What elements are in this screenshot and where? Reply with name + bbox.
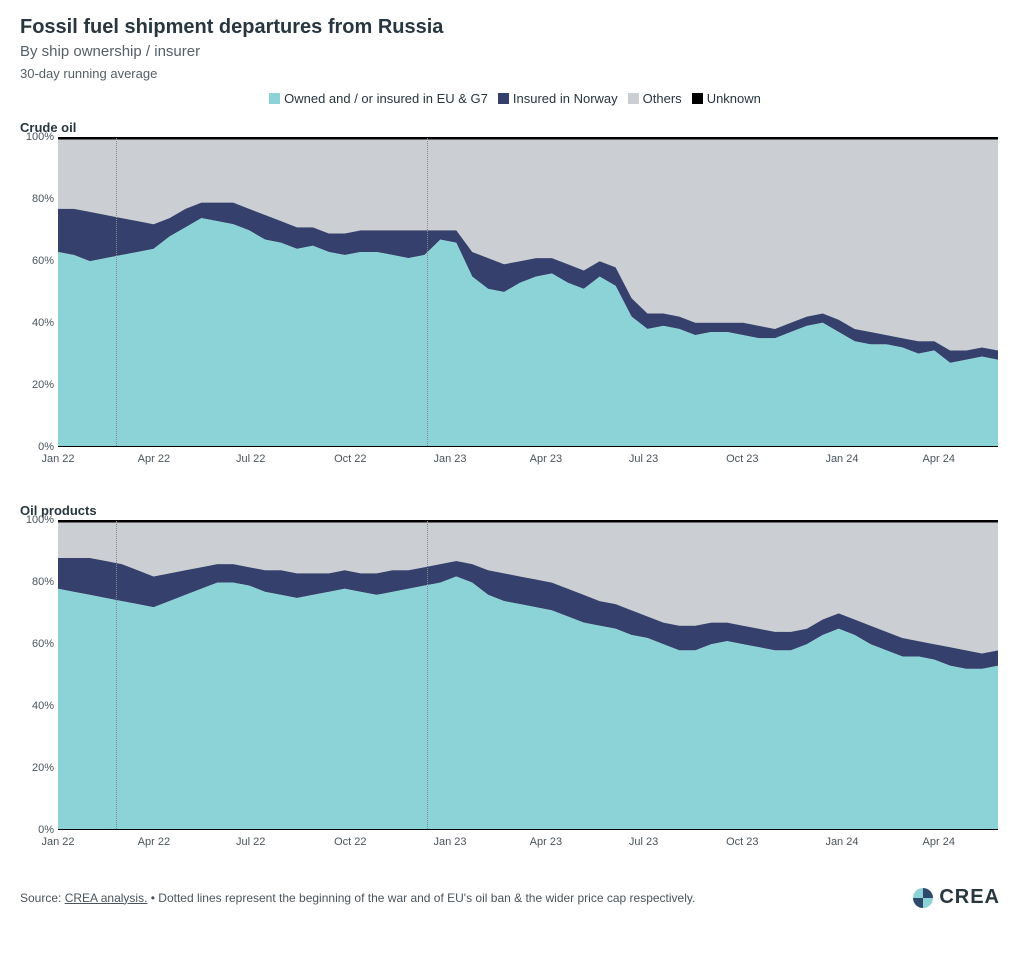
legend-label: Insured in Norway (513, 91, 618, 106)
x-axis-label: Jul 22 (236, 836, 265, 848)
stacked-area-svg (58, 521, 998, 829)
brand-logo-icon (913, 888, 933, 908)
y-axis-label: 60% (20, 638, 54, 650)
y-axis-label: 40% (20, 317, 54, 329)
brand-text: CREA (939, 886, 1000, 909)
y-axis-label: 20% (20, 379, 54, 391)
x-axis-label: Oct 23 (726, 836, 758, 848)
y-axis-label: 60% (20, 255, 54, 267)
x-axis-label: Apr 23 (530, 836, 562, 848)
y-axis-label: 80% (20, 193, 54, 205)
footer: Source: CREA analysis. • Dotted lines re… (20, 886, 1000, 909)
footer-note: • Dotted lines represent the beginning o… (151, 891, 696, 905)
event-marker-line (116, 138, 117, 446)
y-axis-label: 80% (20, 576, 54, 588)
brand: CREA (913, 886, 1000, 909)
legend-swatch (628, 93, 639, 104)
legend: Owned and / or insured in EU & G7 Insured… (20, 91, 1000, 106)
y-axis-label: 20% (20, 762, 54, 774)
panel-title: Oil products (20, 503, 1000, 518)
chart-caption: 30-day running average (20, 66, 1000, 81)
legend-swatch (498, 93, 509, 104)
chart-title: Fossil fuel shipment departures from Rus… (20, 16, 1000, 39)
x-axis-label: Jan 24 (825, 836, 858, 848)
stacked-area-svg (58, 138, 998, 446)
legend-label: Unknown (707, 91, 761, 106)
x-axis-label: Oct 23 (726, 453, 758, 465)
legend-label: Owned and / or insured in EU & G7 (284, 91, 488, 106)
x-axis-label: Apr 23 (530, 453, 562, 465)
x-axis-label: Jan 24 (825, 453, 858, 465)
plot-area (58, 137, 998, 447)
x-axis-label: Jan 23 (433, 836, 466, 848)
source-label: Source: (20, 891, 65, 905)
x-axis-label: Jan 23 (433, 453, 466, 465)
x-axis-label: Oct 22 (334, 836, 366, 848)
event-marker-line (427, 138, 428, 446)
x-axis-label: Jul 22 (236, 453, 265, 465)
x-axis-label: Apr 24 (923, 453, 955, 465)
event-marker-line (427, 521, 428, 829)
y-axis-label: 100% (20, 131, 54, 143)
series-unknown (58, 138, 998, 139)
y-axis-label: 0% (20, 824, 54, 836)
x-axis-label: Apr 22 (138, 453, 170, 465)
y-axis-label: 0% (20, 441, 54, 453)
chart-panel: 0%20%40%60%80%100%Jan 22Apr 22Jul 22Oct … (20, 137, 1000, 477)
x-axis-label: Apr 24 (923, 836, 955, 848)
chart-panel: 0%20%40%60%80%100%Jan 22Apr 22Jul 22Oct … (20, 520, 1000, 860)
chart-subtitle: By ship ownership / insurer (20, 43, 1000, 60)
x-axis-label: Jan 22 (41, 836, 74, 848)
series-unknown (58, 521, 998, 522)
legend-swatch (692, 93, 703, 104)
y-axis-label: 100% (20, 514, 54, 526)
panel-title: Crude oil (20, 120, 1000, 135)
x-axis-label: Oct 22 (334, 453, 366, 465)
legend-swatch (269, 93, 280, 104)
x-axis-label: Apr 22 (138, 836, 170, 848)
plot-area (58, 520, 998, 830)
event-marker-line (116, 521, 117, 829)
x-axis-label: Jul 23 (629, 836, 658, 848)
x-axis-label: Jan 22 (41, 453, 74, 465)
legend-label: Others (643, 91, 682, 106)
x-axis-label: Jul 23 (629, 453, 658, 465)
y-axis-label: 40% (20, 700, 54, 712)
source-link[interactable]: CREA analysis. (65, 891, 148, 905)
